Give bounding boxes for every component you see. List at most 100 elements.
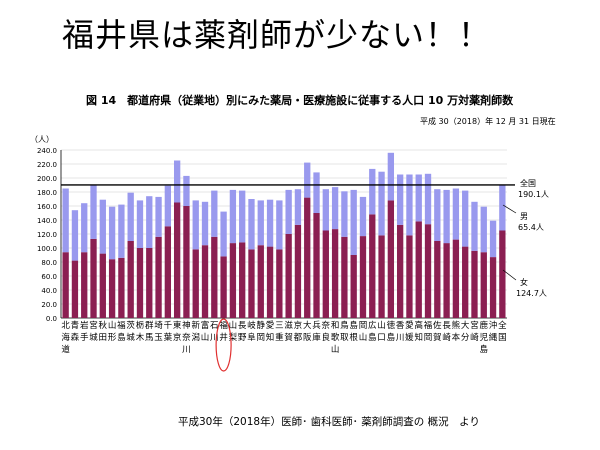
bar-female (229, 243, 237, 318)
category-label: 崎 (470, 332, 479, 343)
bar-female (313, 213, 320, 318)
category-label: 広 (368, 320, 377, 331)
bar-female (341, 236, 348, 318)
figure-title: 図 14 都道府県（従業地）別にみた薬局・医療施設に従事する人口 10 万対薬剤… (86, 94, 514, 107)
category-label: 兵 (312, 320, 321, 331)
bar-female (406, 235, 413, 318)
bar-female (239, 242, 246, 318)
bar-male (183, 175, 190, 206)
category-label: 奈 (322, 320, 331, 331)
y-tick-label: 80.0 (41, 259, 57, 267)
bar-female (285, 234, 292, 318)
bar-male (201, 201, 209, 246)
category-label: 賀 (433, 332, 442, 343)
category-label: 島 (117, 332, 126, 343)
bar-male (90, 185, 97, 239)
y-tick-labels: 0.0 20.0 40.0 60.0 80.0 100.0 120.0 140.0 160.0 1… (37, 147, 57, 323)
category-label: 山 (377, 320, 386, 331)
bar-male (81, 203, 88, 253)
bar-female (359, 236, 367, 318)
category-label: 山 (201, 332, 210, 343)
y-tick-label: 100.0 (37, 245, 57, 253)
fukui-highlight-circle (215, 318, 232, 372)
category-label: 新 (191, 320, 200, 331)
category-label: 玉 (154, 333, 163, 343)
y-tick-label: 0.0 (46, 315, 57, 323)
category-label: 崎 (442, 332, 451, 343)
bars (62, 152, 506, 318)
category-label: 愛 (405, 320, 414, 331)
bar-male (220, 211, 227, 257)
bar-female (118, 257, 125, 318)
category-label: 大 (461, 320, 470, 331)
y-tick-label: 240.0 (37, 147, 57, 155)
bar-male (164, 185, 172, 227)
category-label: 道 (61, 344, 70, 355)
y-tick-label: 220.0 (37, 161, 57, 169)
category-label: 島 (387, 332, 396, 343)
category-label: 全 (498, 320, 507, 331)
bar-male (173, 160, 181, 203)
bar-male (452, 188, 460, 240)
y-tick-label: 40.0 (41, 287, 57, 295)
category-label: 森 (71, 332, 80, 343)
category-label: 潟 (191, 332, 200, 343)
category-label: 茨 (126, 320, 135, 331)
category-label: 奈 (182, 332, 191, 343)
category-label: 都 (294, 333, 303, 343)
category-label: 熊 (452, 320, 461, 331)
bar-female (387, 200, 395, 318)
category-label: 石 (210, 321, 219, 331)
category-label: 田 (99, 333, 108, 343)
category-label: 知 (414, 332, 423, 343)
bar-male (322, 189, 329, 231)
male-leader-line (502, 204, 517, 214)
category-label: 根 (349, 332, 358, 343)
category-label: 静 (257, 320, 266, 331)
bar-male (489, 220, 497, 258)
category-label: 良 (322, 332, 331, 343)
bar-male (108, 206, 116, 260)
category-label: 分 (461, 333, 470, 343)
category-label: 和 (331, 321, 340, 331)
bar-male (434, 189, 441, 241)
category-label: 埼 (154, 320, 163, 331)
category-label: 鳥 (340, 320, 349, 331)
category-label: 北 (61, 321, 70, 331)
category-label: 東 (173, 320, 182, 331)
bar-male (118, 204, 125, 258)
category-label: 庫 (312, 332, 321, 343)
category-label: 宮 (470, 320, 479, 331)
category-label: 梨 (229, 332, 238, 343)
bar-female (201, 245, 209, 318)
bar-male (192, 200, 199, 250)
bar-female (396, 224, 404, 318)
y-tick-label: 140.0 (37, 217, 57, 225)
category-label: 島 (349, 320, 358, 331)
slide-title: 福井県は薬剤師が少ない！！ (62, 16, 492, 54)
female-value-label: 124.7人 (516, 289, 547, 298)
bar-male (127, 192, 134, 241)
bar-male (155, 196, 162, 237)
category-label: 賀 (284, 332, 293, 343)
y-tick-label: 20.0 (41, 301, 57, 309)
category-label: 千 (164, 320, 173, 331)
category-label: 野 (238, 333, 247, 343)
bar-female (294, 224, 302, 318)
bar-male (136, 200, 144, 248)
category-label: 川 (396, 333, 405, 343)
bar-female (369, 214, 376, 318)
as-of-date: 平成 30（2018）年 12 月 31 日現在 (420, 117, 556, 126)
bar-male (369, 168, 376, 215)
category-label: 取 (340, 333, 349, 343)
bar-female (443, 243, 450, 318)
female-label: 女 (520, 277, 528, 287)
category-label: 重 (275, 332, 284, 343)
y-tick-label: 160.0 (37, 203, 57, 211)
male-label: 男 (520, 212, 528, 221)
source-citation: 平成30年（2018年）医師･ 歯科医師･ 薬剤師調査の 概況 より (178, 416, 480, 428)
bar-male (499, 185, 506, 231)
y-tick-label: 200.0 (37, 175, 57, 183)
bar-female (90, 238, 97, 318)
bar-female (462, 246, 469, 318)
